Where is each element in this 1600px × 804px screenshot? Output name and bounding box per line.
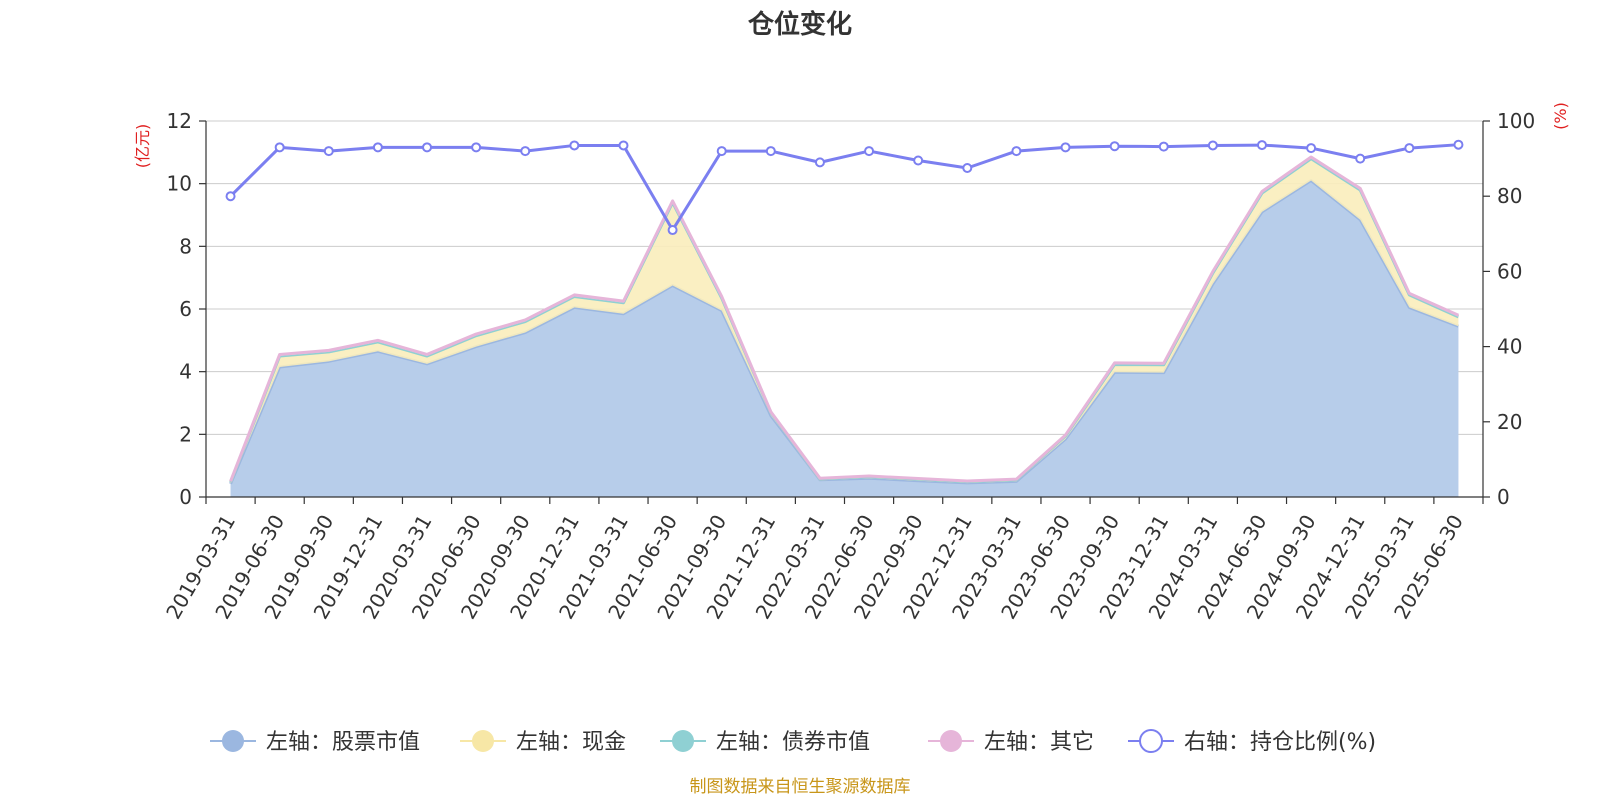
legend-marker-2 <box>672 730 694 752</box>
legend-marker-1 <box>472 730 494 752</box>
holding-ratio-point <box>765 146 776 157</box>
holding-ratio-point <box>1207 140 1218 151</box>
holding-ratio-point <box>864 146 875 157</box>
holding-ratio-point <box>323 146 334 157</box>
area-0 <box>230 180 1459 498</box>
right-axis-unit-label: (%) <box>1551 102 1570 130</box>
right-axis-tick-label: 20 <box>1497 410 1522 434</box>
left-axis-tick-label: 4 <box>179 360 192 384</box>
holding-ratio-point <box>667 225 678 236</box>
legend-label-0: 左轴：股票市值 <box>266 730 420 755</box>
legend-label-3: 左轴：其它 <box>984 730 1094 755</box>
holding-ratio-point <box>520 146 531 157</box>
left-axis-tick-label: 2 <box>179 422 192 446</box>
legend-label-4: 右轴：持仓比例(%) <box>1184 730 1376 755</box>
chart-title: 仓位变化 <box>747 9 852 40</box>
legend-marker-0 <box>222 730 244 752</box>
holding-ratio-point <box>225 191 236 202</box>
holding-ratio-point <box>1404 143 1415 154</box>
right-axis-tick-label: 0 <box>1497 485 1510 509</box>
left-axis-unit-label: (亿元) <box>133 124 152 169</box>
right-axis-tick-label: 80 <box>1497 184 1522 208</box>
holding-ratio-point <box>716 146 727 157</box>
holding-ratio-point <box>618 140 629 151</box>
legend-marker-3 <box>940 730 962 752</box>
left-axis-tick-label: 6 <box>179 297 192 321</box>
legend-label-1: 左轴：现金 <box>516 730 626 755</box>
holding-ratio-point <box>1060 142 1071 153</box>
left-axis-tick-label: 0 <box>179 485 192 509</box>
left-axis-tick-label: 10 <box>167 172 192 196</box>
holding-ratio-point <box>913 155 924 166</box>
right-axis-tick-label: 60 <box>1497 259 1522 283</box>
holding-ratio-point <box>814 157 825 168</box>
area-line-3 <box>229 155 1460 483</box>
left-axis-tick-label: 12 <box>167 109 192 133</box>
holding-ratio-point <box>1011 146 1022 157</box>
legend-marker-4 <box>1139 729 1163 753</box>
holding-ratio-point <box>1453 139 1464 150</box>
holding-ratio-point <box>1256 140 1267 151</box>
area-1 <box>230 158 1459 484</box>
right-axis-tick-label: 100 <box>1497 109 1535 133</box>
holding-ratio-point <box>471 142 482 153</box>
right-axis-tick-label: 40 <box>1497 335 1522 359</box>
holding-ratio-line <box>229 143 1459 232</box>
legend-label-2: 左轴：债券市值 <box>716 730 870 755</box>
holding-ratio-point <box>1109 141 1120 152</box>
data-source-note: 制图数据来自恒生聚源数据库 <box>690 777 911 797</box>
holding-ratio-point <box>274 142 285 153</box>
left-axis-tick-label: 8 <box>179 234 192 258</box>
holding-ratio-point <box>569 140 580 151</box>
holding-ratio-point <box>1306 143 1317 154</box>
holding-ratio-point <box>1355 153 1366 164</box>
holding-ratio-point <box>422 142 433 153</box>
holding-ratio-point <box>372 142 383 153</box>
holding-ratio-point <box>1158 141 1169 152</box>
holding-ratio-point <box>962 163 973 173</box>
